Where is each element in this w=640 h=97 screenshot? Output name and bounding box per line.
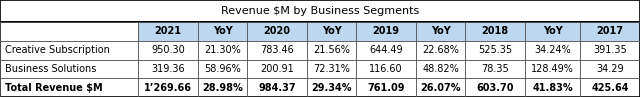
Text: 2021: 2021 <box>154 26 182 36</box>
Text: 783.46: 783.46 <box>260 45 294 55</box>
Text: 984.37: 984.37 <box>259 83 296 93</box>
Bar <box>356 41 416 60</box>
Text: 2020: 2020 <box>264 26 291 36</box>
Bar <box>525 78 580 97</box>
Bar <box>198 41 247 60</box>
Bar <box>307 78 356 97</box>
Text: 319.36: 319.36 <box>151 64 185 74</box>
Text: 1’269.66: 1’269.66 <box>144 83 192 93</box>
Bar <box>416 41 465 60</box>
Text: 603.70: 603.70 <box>477 83 514 93</box>
Bar <box>0 78 138 97</box>
Bar <box>525 41 580 60</box>
Text: YoY: YoY <box>431 26 451 36</box>
Bar <box>416 78 465 97</box>
Bar <box>247 78 307 97</box>
Text: 58.96%: 58.96% <box>204 64 241 74</box>
Bar <box>356 78 416 97</box>
Bar <box>138 78 198 97</box>
Text: 22.68%: 22.68% <box>422 45 459 55</box>
Text: 21.30%: 21.30% <box>204 45 241 55</box>
Bar <box>0 0 640 22</box>
Text: 21.56%: 21.56% <box>313 45 350 55</box>
Bar <box>356 60 416 78</box>
Bar <box>198 78 247 97</box>
Text: Business Solutions: Business Solutions <box>5 64 97 74</box>
Text: 72.31%: 72.31% <box>313 64 350 74</box>
Bar <box>0 41 138 60</box>
Text: 116.60: 116.60 <box>369 64 403 74</box>
Bar <box>247 41 307 60</box>
Text: 34.29: 34.29 <box>596 64 624 74</box>
Bar <box>0 22 640 97</box>
Text: Revenue $M by Business Segments: Revenue $M by Business Segments <box>221 6 419 16</box>
Text: YoY: YoY <box>212 26 232 36</box>
Text: 761.09: 761.09 <box>367 83 405 93</box>
Bar <box>356 22 416 41</box>
Bar <box>525 60 580 78</box>
Bar <box>465 22 525 41</box>
Bar <box>307 41 356 60</box>
Text: YoY: YoY <box>543 26 563 36</box>
Bar <box>525 22 580 41</box>
Text: 425.64: 425.64 <box>591 83 629 93</box>
Bar <box>416 22 465 41</box>
Bar <box>580 22 640 41</box>
Bar <box>307 22 356 41</box>
Bar <box>0 0 640 22</box>
Bar <box>465 60 525 78</box>
Text: 2018: 2018 <box>482 26 509 36</box>
Text: 525.35: 525.35 <box>478 45 513 55</box>
Bar <box>198 60 247 78</box>
Bar <box>307 60 356 78</box>
Bar <box>138 60 198 78</box>
Bar <box>465 78 525 97</box>
Text: Total Revenue $M: Total Revenue $M <box>5 83 103 93</box>
Bar <box>0 22 138 41</box>
Text: 28.98%: 28.98% <box>202 83 243 93</box>
Bar <box>580 60 640 78</box>
Bar <box>138 22 198 41</box>
Text: YoY: YoY <box>322 26 342 36</box>
Bar <box>0 60 138 78</box>
Text: 644.49: 644.49 <box>369 45 403 55</box>
Text: 950.30: 950.30 <box>151 45 185 55</box>
Bar <box>580 78 640 97</box>
Text: 78.35: 78.35 <box>481 64 509 74</box>
Text: Creative Subscription: Creative Subscription <box>5 45 110 55</box>
Bar <box>198 22 247 41</box>
Text: 41.83%: 41.83% <box>532 83 573 93</box>
Text: 34.24%: 34.24% <box>534 45 571 55</box>
Bar <box>247 60 307 78</box>
Text: 29.34%: 29.34% <box>312 83 352 93</box>
Bar <box>138 41 198 60</box>
Text: 391.35: 391.35 <box>593 45 627 55</box>
Text: 128.49%: 128.49% <box>531 64 574 74</box>
Text: 2017: 2017 <box>596 26 624 36</box>
Bar <box>580 41 640 60</box>
Text: 2019: 2019 <box>372 26 400 36</box>
Text: 48.82%: 48.82% <box>422 64 459 74</box>
Bar <box>465 41 525 60</box>
Bar <box>416 60 465 78</box>
Text: 200.91: 200.91 <box>260 64 294 74</box>
Bar <box>247 22 307 41</box>
Text: 26.07%: 26.07% <box>420 83 461 93</box>
